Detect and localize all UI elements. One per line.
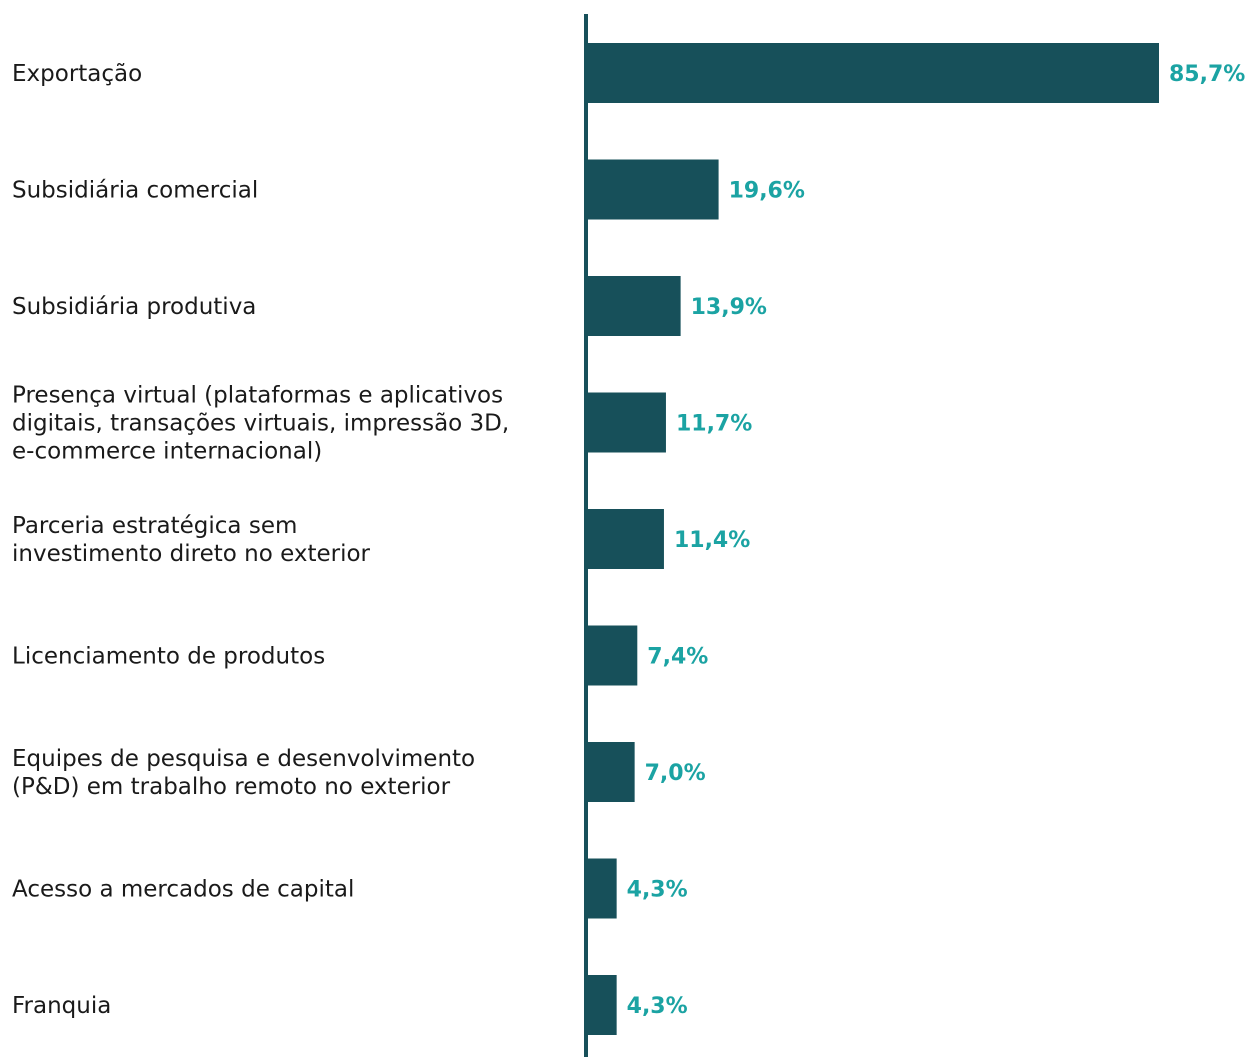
bar <box>588 975 617 1035</box>
category-label-line: Acesso a mercados de capital <box>12 877 354 903</box>
category-label: Subsidiária produtiva <box>12 294 256 320</box>
category-label-line: digitais, transações virtuais, impressão… <box>12 411 509 437</box>
category-label-line: Licenciamento de produtos <box>12 644 325 670</box>
bar <box>588 625 638 686</box>
value-label: 11,7% <box>676 412 752 437</box>
value-label: 7,4% <box>647 645 708 670</box>
category-label: Exportação <box>12 61 142 87</box>
bar <box>588 276 681 336</box>
category-label-line: Franquia <box>12 993 111 1019</box>
category-label: Licenciamento de produtos <box>12 644 325 670</box>
value-label: 19,6% <box>729 179 805 204</box>
category-label-line: Equipes de pesquisa e desenvolvimento <box>12 746 475 772</box>
category-label-line: (P&D) em trabalho remoto no exterior <box>12 774 451 800</box>
bar <box>588 392 666 453</box>
category-label: Equipes de pesquisa e desenvolvimento (P&… <box>12 746 475 800</box>
bar <box>588 43 1159 103</box>
category-labels: Exportação Subsidiária comercial Subsidiár… <box>12 61 509 1019</box>
category-label: Presença virtual (plataformas e aplicati… <box>12 383 509 465</box>
value-label: 7,0% <box>645 761 706 786</box>
value-label: 4,3% <box>627 994 688 1019</box>
category-label: Acesso a mercados de capital <box>12 877 354 903</box>
bar <box>588 858 617 919</box>
bars <box>588 43 1159 1035</box>
value-labels: 85,7% 19,6% 13,9% 11,7% 11,4% 7,4% 7,0% 4,3% 4,3… <box>627 62 1246 1019</box>
value-label: 13,9% <box>691 295 767 320</box>
bar <box>588 509 664 569</box>
category-label-line: Parceria estratégica sem <box>12 513 297 539</box>
category-label: Parceria estratégica sem investimento dir… <box>12 513 371 567</box>
bar <box>588 742 635 802</box>
bar <box>588 159 719 220</box>
category-label-line: investimento direto no exterior <box>12 541 371 567</box>
value-label: 11,4% <box>674 528 750 553</box>
value-label: 85,7% <box>1169 62 1245 87</box>
category-label-line: Exportação <box>12 61 142 87</box>
category-label: Subsidiária comercial <box>12 178 258 204</box>
category-label-line: Presença virtual (plataformas e aplicati… <box>12 383 503 409</box>
category-label-line: e-commerce internacional) <box>12 439 322 465</box>
category-label-line: Subsidiária produtiva <box>12 294 256 320</box>
category-label: Franquia <box>12 993 111 1019</box>
value-label: 4,3% <box>627 878 688 903</box>
category-label-line: Subsidiária comercial <box>12 178 258 204</box>
